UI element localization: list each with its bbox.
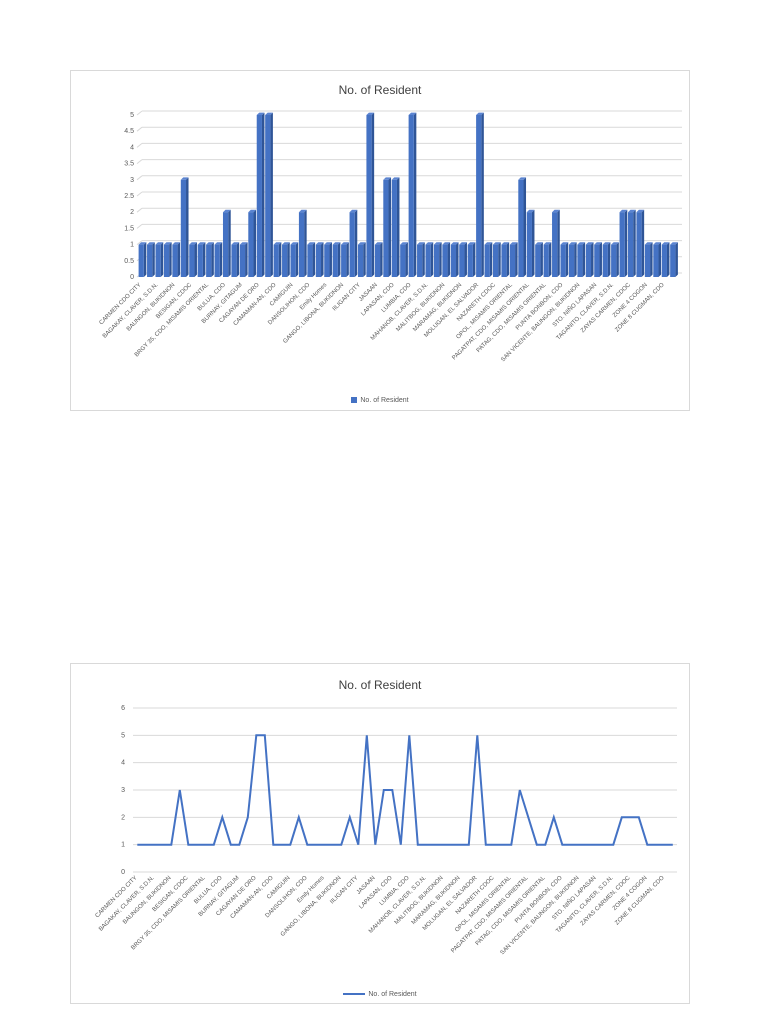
line-chart-legend: No. of Resident <box>71 991 689 998</box>
bar <box>273 244 279 277</box>
y-tick-label: 2 <box>121 814 125 821</box>
bar <box>290 244 296 277</box>
bar <box>518 179 524 277</box>
bar <box>484 244 490 277</box>
bar <box>459 244 465 277</box>
bar <box>467 244 473 277</box>
line-chart: No. of Resident 0 1 2 3 4 5 6 CARMEN CDO CITY BA… <box>70 663 690 1004</box>
bar-chart-legend: No. of Resident <box>71 397 689 404</box>
bar <box>298 212 305 277</box>
bar <box>425 244 431 277</box>
bar <box>619 212 625 277</box>
bar <box>189 244 195 277</box>
y-tick-label: 0 <box>121 869 125 876</box>
bar <box>501 244 507 277</box>
data-line <box>137 734 673 846</box>
bar <box>476 115 482 277</box>
y-tick-label: 4 <box>130 144 134 151</box>
bar <box>172 244 178 277</box>
bar <box>231 244 237 277</box>
bar <box>400 244 406 277</box>
line-chart-title: No. of Resident <box>338 678 422 692</box>
y-tick-label: 6 <box>121 705 125 712</box>
bar <box>374 244 381 277</box>
bar <box>560 244 566 277</box>
bar <box>594 244 600 277</box>
bar <box>408 115 414 277</box>
bar <box>383 179 389 277</box>
y-tick-label: 2.5 <box>124 193 134 200</box>
bar <box>324 244 330 277</box>
bar <box>552 212 558 277</box>
bar <box>585 244 592 277</box>
bar <box>180 179 187 277</box>
bar <box>611 244 617 277</box>
bar <box>256 115 262 277</box>
legend-square-icon <box>351 397 358 404</box>
bar <box>147 244 153 277</box>
y-tick-label: 0 <box>130 274 134 281</box>
bar-chart: No. of Resident 0 0.5 1 1.5 2 2.5 3 3.5 4 4.5 5 CAR… <box>70 70 690 411</box>
bar <box>357 244 364 277</box>
y-tick-label: 3.5 <box>124 161 134 168</box>
bar <box>568 244 575 277</box>
legend-line-icon <box>343 993 366 996</box>
bar <box>442 244 448 277</box>
bar <box>282 244 288 277</box>
bar <box>509 244 516 277</box>
bar-chart-title: No. of Resident <box>338 83 422 97</box>
line-legend-label: No. of Resident <box>368 991 417 998</box>
bar <box>602 244 608 277</box>
y-tick-label: 1 <box>130 242 134 249</box>
bar <box>492 244 499 277</box>
bar <box>653 244 659 277</box>
bar <box>636 212 642 277</box>
bar <box>577 244 583 277</box>
y-tick-label: 4 <box>121 760 125 767</box>
bar <box>214 244 220 277</box>
bar <box>222 212 229 277</box>
bar <box>332 244 338 277</box>
bar <box>450 244 457 277</box>
bar <box>315 244 322 277</box>
y-tick-label: 5 <box>130 112 134 119</box>
bar <box>307 244 313 277</box>
bar <box>644 244 651 277</box>
y-tick-label: 3 <box>121 787 125 794</box>
bar <box>543 244 549 277</box>
bar <box>433 244 440 277</box>
bar <box>417 244 423 277</box>
bar <box>197 244 203 277</box>
y-tick-label: 4.5 <box>124 128 134 135</box>
bar <box>341 244 347 277</box>
y-tick-label: 1 <box>121 842 125 849</box>
bar <box>670 244 676 277</box>
y-tick-label: 2 <box>130 209 134 216</box>
bar <box>138 244 144 277</box>
y-tick-label: 5 <box>121 732 125 739</box>
bar <box>526 212 532 277</box>
bar <box>349 212 355 277</box>
bar-legend-label: No. of Resident <box>360 397 409 404</box>
bar <box>535 244 541 277</box>
y-tick-label: 0.5 <box>124 258 134 265</box>
bar <box>239 244 246 277</box>
y-tick-label: 1.5 <box>124 225 134 232</box>
bar <box>265 115 271 277</box>
bar <box>366 115 372 277</box>
bar <box>163 244 170 277</box>
y-tick-label: 3 <box>130 177 134 184</box>
bar <box>248 212 254 277</box>
bar <box>391 179 397 277</box>
bar <box>627 212 634 277</box>
bar <box>661 244 667 277</box>
bar <box>155 244 161 277</box>
bar <box>206 244 212 277</box>
